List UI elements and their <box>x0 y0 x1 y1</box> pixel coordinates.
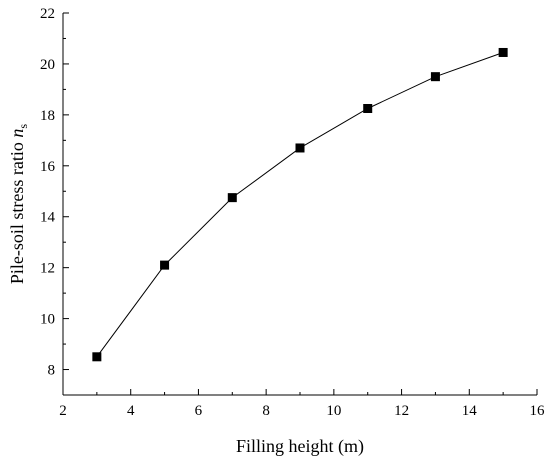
x-tick-label: 2 <box>59 403 67 419</box>
x-tick-label: 14 <box>462 403 478 419</box>
y-tick-label: 20 <box>40 57 55 73</box>
y-tick-label: 12 <box>40 261 55 277</box>
x-tick-label: 8 <box>262 403 270 419</box>
x-ticks: 2 4 6 8 10 12 14 16 <box>59 389 545 419</box>
x-tick-label: 6 <box>195 403 203 419</box>
y-tick-label: 18 <box>40 108 55 124</box>
plot-area: 2 4 6 8 10 12 14 16 8 10 12 14 16 18 20 22 <box>40 6 545 419</box>
y-axis-title-symbol: n <box>7 129 27 138</box>
data-point <box>363 104 373 113</box>
data-point <box>160 260 170 270</box>
x-tick-label: 12 <box>394 403 409 419</box>
data-point <box>92 352 102 362</box>
x-tick-label: 10 <box>326 403 341 419</box>
data-point <box>227 193 237 203</box>
y-axis-title-text: Pile-soil stress ratio <box>7 138 27 285</box>
y-ticks: 8 10 12 14 16 18 20 22 <box>40 6 69 396</box>
y-tick-label: 22 <box>40 6 55 22</box>
data-point <box>295 143 305 153</box>
y-tick-label: 10 <box>40 312 55 328</box>
data-point <box>430 72 440 82</box>
y-tick-label: 16 <box>40 159 56 175</box>
y-tick-label: 8 <box>48 363 56 379</box>
series-line <box>96 52 504 358</box>
series-group <box>92 47 508 362</box>
y-tick-label: 14 <box>40 210 56 226</box>
x-tick-label: 16 <box>530 403 546 419</box>
y-axis-title-subscript: s <box>16 124 30 129</box>
x-axis-title: Filling height (m) <box>236 436 364 457</box>
data-point <box>498 47 508 57</box>
y-axis-title: Pile-soil stress ratio ns <box>7 124 30 285</box>
x-tick-label: 4 <box>127 403 135 419</box>
